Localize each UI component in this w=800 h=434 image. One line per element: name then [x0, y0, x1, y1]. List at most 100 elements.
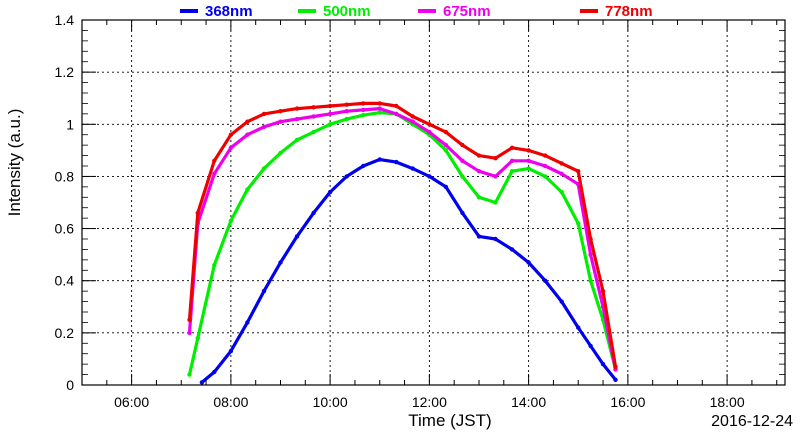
data-point — [559, 299, 564, 304]
data-point — [195, 210, 200, 216]
data-point — [344, 109, 349, 114]
x-tick-label: 12:00 — [412, 394, 447, 410]
data-point — [199, 380, 205, 385]
data-point — [261, 124, 267, 130]
data-point — [311, 129, 316, 135]
data-point — [311, 114, 316, 119]
data-point — [377, 110, 382, 115]
legend-label: 778nm — [605, 3, 653, 20]
data-point — [278, 119, 283, 124]
data-point — [543, 174, 548, 179]
data-point — [377, 101, 382, 106]
data-point — [228, 145, 234, 150]
data-point — [195, 335, 200, 341]
data-point — [509, 158, 515, 163]
data-point — [576, 325, 581, 330]
data-point — [294, 106, 300, 111]
data-point — [261, 166, 267, 171]
axes: 06:00 08:00 10:00 12:00 14:00 16:00 18:00 0 0.2 0… — [55, 12, 785, 410]
data-point — [559, 171, 564, 176]
data-point — [526, 260, 531, 265]
data-point — [245, 119, 250, 124]
series-778nm — [187, 101, 618, 369]
data-point — [245, 320, 250, 325]
data-point — [493, 200, 498, 205]
data-point — [245, 187, 250, 192]
data-point — [294, 116, 300, 122]
data-point — [294, 234, 300, 239]
data-point — [344, 174, 349, 179]
data-point — [460, 174, 465, 179]
data-point — [427, 122, 432, 127]
x-tick-label: 06:00 — [114, 394, 149, 410]
data-point — [410, 166, 415, 171]
grid-lines — [82, 20, 785, 385]
data-point — [228, 132, 234, 137]
data-point — [361, 113, 366, 118]
data-point — [278, 109, 283, 114]
data-point — [327, 189, 333, 195]
x-tick-label: 18:00 — [710, 394, 745, 410]
data-point — [394, 111, 399, 117]
data-point — [261, 111, 267, 117]
data-point — [261, 288, 267, 294]
x-tick-label: 16:00 — [610, 394, 645, 410]
data-point — [187, 317, 192, 322]
data-point — [327, 103, 333, 109]
date-label: 2016-12-24 — [711, 413, 793, 430]
data-point — [493, 236, 498, 242]
series-line — [187, 101, 618, 368]
data-point — [443, 184, 449, 190]
data-point — [588, 236, 593, 242]
plot-frame — [81, 19, 786, 386]
data-point — [493, 156, 498, 161]
data-point — [361, 163, 366, 169]
y-tick-label: 0.6 — [55, 221, 75, 237]
data-point — [460, 210, 465, 216]
series-368nm — [199, 157, 618, 385]
data-point — [344, 116, 349, 122]
data-point — [394, 159, 399, 165]
data-point — [460, 142, 465, 148]
data-point — [361, 107, 366, 113]
data-point — [377, 106, 382, 111]
data-point — [613, 377, 618, 382]
data-point — [278, 260, 283, 265]
data-point — [526, 148, 531, 153]
data-point — [443, 129, 449, 135]
legend-label: 675nm — [443, 3, 491, 20]
data-point — [228, 218, 234, 223]
data-point — [278, 150, 283, 156]
y-tick-label: 1 — [66, 116, 74, 132]
data-point — [410, 114, 415, 119]
data-point — [228, 348, 234, 354]
data-point — [344, 102, 349, 107]
data-point — [613, 364, 618, 369]
y-tick-label: 1.4 — [55, 12, 75, 28]
data-point — [600, 288, 606, 294]
data-point — [361, 101, 366, 106]
data-point — [493, 174, 498, 179]
x-tick-label: 08:00 — [213, 394, 248, 410]
data-point — [311, 210, 316, 216]
y-tick-label: 0.2 — [55, 325, 75, 341]
data-point — [509, 247, 515, 252]
data-point — [526, 166, 531, 171]
y-tick-label: 0 — [66, 377, 74, 393]
series-line — [187, 110, 618, 375]
x-tick-label: 14:00 — [511, 394, 546, 410]
y-tick-label: 1.2 — [55, 64, 75, 80]
data-point — [394, 103, 399, 109]
data-point — [476, 169, 482, 174]
data-point — [588, 343, 593, 349]
series-layer — [187, 101, 618, 385]
y-tick-label: 0.4 — [55, 273, 75, 289]
data-point — [476, 195, 482, 200]
data-point — [212, 158, 217, 163]
y-axis-label: Intensity (a.u.) — [5, 109, 24, 217]
legend-label: 500nm — [323, 3, 371, 20]
data-point — [559, 189, 564, 195]
data-point — [212, 262, 217, 268]
y-tick-label: 0.8 — [55, 168, 75, 184]
